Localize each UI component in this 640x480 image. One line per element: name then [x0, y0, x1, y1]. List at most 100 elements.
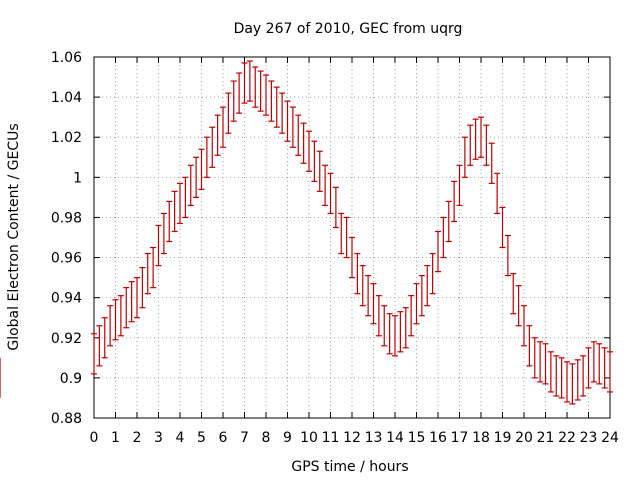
x-tick-label: 8: [262, 430, 271, 446]
x-tick-labels: 0 1 2 3 4 5 6 7 8 9 10 11 12 13 14 15 16 17 18 19 20 21 22 23 24: [90, 430, 619, 446]
x-tick-label: 16: [429, 430, 447, 446]
data-point: [112, 299, 119, 341]
data-point: [418, 275, 425, 317]
data-point: [160, 212, 167, 255]
data-point: [225, 92, 232, 134]
data-point: [311, 140, 318, 182]
data-point: [150, 246, 157, 289]
data-point: [499, 206, 506, 249]
data-point: [547, 351, 554, 393]
data-point: [392, 315, 398, 357]
x-tick-label: 17: [451, 430, 469, 446]
data-point: [461, 136, 468, 178]
data-point: [171, 190, 178, 233]
data-point: [386, 313, 393, 355]
y-tick-label: 1.02: [51, 130, 82, 146]
data-point: [375, 295, 382, 337]
data-point: [295, 114, 302, 156]
x-tick-label: 14: [386, 430, 404, 446]
data-point: [440, 216, 447, 259]
data-point: [424, 264, 431, 307]
x-tick-label: 23: [580, 430, 598, 446]
data-point: [203, 136, 210, 178]
data-point: [257, 70, 264, 112]
x-tick-label: 12: [343, 430, 361, 446]
data-point: [590, 341, 597, 383]
data-point: [107, 305, 114, 347]
data-point: [402, 307, 409, 349]
data-point: [478, 116, 484, 158]
x-tick-label: 19: [494, 430, 512, 446]
data-point: [521, 305, 527, 347]
data-point: [601, 347, 608, 389]
data-point: [236, 72, 243, 114]
data-point: [268, 80, 275, 122]
data-point: [349, 236, 355, 279]
data-point: [187, 164, 194, 207]
data-point: [252, 66, 259, 108]
x-tick-label: 4: [176, 430, 185, 446]
data-point: [488, 142, 495, 184]
data-point: [284, 100, 291, 142]
y-tick-label: 1.04: [51, 90, 82, 106]
data-point: [101, 317, 108, 359]
x-tick-label: 18: [472, 430, 490, 446]
data-point: [144, 252, 151, 295]
y-tick-label: 0.9: [60, 371, 82, 387]
data-point: [134, 277, 140, 319]
y-axis-label: Global Electron Content / GECUs: [6, 123, 22, 350]
x-axis-label: GPS time / hours: [291, 459, 408, 475]
data-point: [327, 172, 334, 215]
data-point: [413, 283, 420, 325]
data-point: [117, 295, 124, 337]
x-tick-label: 13: [365, 430, 383, 446]
data-point: [279, 92, 286, 134]
x-tick-label: 11: [322, 430, 340, 446]
data-point: [214, 114, 221, 156]
data-point: [338, 212, 345, 255]
y-tick-label: 0.94: [51, 291, 82, 307]
y-tick-labels: 0.88 0.9 0.92 0.94 0.96 0.98 1 1.02 1.04 1.06: [51, 50, 82, 427]
data-point: [332, 186, 339, 229]
y-tick-label: 1.06: [51, 50, 82, 66]
data-point: [246, 60, 253, 102]
error-bars: [0, 60, 613, 405]
x-tick-label: 0: [90, 430, 99, 446]
x-tick-label: 5: [197, 430, 206, 446]
x-tick-label: 10: [300, 430, 318, 446]
data-point: [494, 172, 501, 215]
data-point: [354, 252, 361, 295]
axis-ticks: [93, 56, 611, 419]
data-point: [365, 275, 372, 317]
data-point: [198, 148, 205, 190]
x-tick-label: 24: [601, 430, 619, 446]
data-point: [300, 122, 307, 164]
data-point: [580, 355, 587, 397]
x-tick-label: 2: [133, 430, 142, 446]
data-point: [370, 283, 377, 325]
data-point: [569, 363, 576, 405]
data-point: [96, 325, 103, 367]
data-point: [166, 200, 173, 243]
y-tick-label: 1: [73, 170, 82, 186]
data-point: [408, 295, 415, 337]
data-point: [220, 106, 226, 148]
data-point: [381, 305, 388, 347]
data-point: [483, 124, 490, 166]
data-point: [343, 216, 350, 259]
data-point: [128, 281, 135, 323]
y-tick-label: 0.98: [51, 210, 82, 226]
data-point: [574, 359, 581, 401]
x-tick-label: 6: [219, 430, 228, 446]
chart-title: Day 267 of 2010, GEC from uqrg: [234, 21, 463, 37]
data-point: [429, 252, 436, 295]
x-tick-label: 3: [154, 430, 163, 446]
data-point: [397, 311, 404, 353]
x-tick-label: 1: [111, 430, 120, 446]
data-point: [456, 164, 463, 207]
data-point: [182, 176, 189, 219]
y-tick-label: 0.88: [51, 411, 82, 427]
data-point: [607, 351, 613, 393]
x-tick-label: 15: [408, 430, 426, 446]
